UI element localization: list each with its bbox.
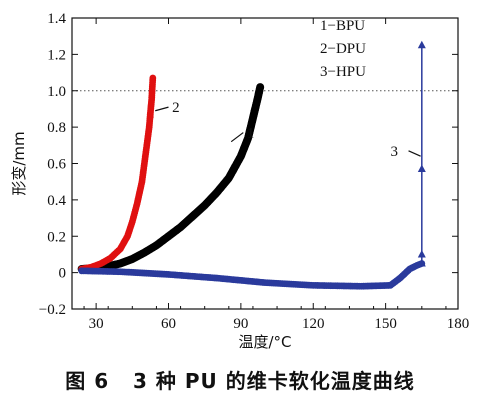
legend-entry: 2−DPU: [320, 41, 366, 57]
series-3−HPU: [78, 40, 426, 290]
plot-frame: [71, 17, 459, 310]
series-layer: [77, 40, 426, 290]
x-tick-label: 150: [374, 316, 397, 332]
data-point: [256, 83, 265, 92]
legend: 1−BPU 2−DPU 3−HPU: [320, 18, 366, 80]
annotation-leader: [155, 106, 169, 112]
y-tick-label: 0.8: [47, 120, 66, 136]
y-tick-label: 0.4: [47, 193, 66, 209]
x-tick-label: 180: [447, 316, 470, 332]
annotation-label: 1: [247, 126, 255, 142]
data-point: [417, 164, 426, 172]
chart: 30 60 90 120 150 180 −0.2 0 0.2 0.4 0.6 0.8 1.0 1.2 1.…: [10, 11, 469, 351]
x-axis-title: 温度/°C: [238, 333, 291, 351]
series-2−DPU: [78, 74, 157, 273]
annotation-leader: [230, 132, 244, 143]
y-tick-label: −0.2: [39, 302, 66, 318]
figure-caption-label: 图 6: [65, 369, 110, 393]
y-axis-title: 形变/mm: [10, 131, 28, 195]
annotation-label: 3: [390, 144, 398, 160]
annotations: 1 2 3: [155, 100, 421, 160]
y-tick-label: 1.4: [47, 11, 66, 27]
annotation-leader: [408, 150, 421, 157]
series-1−BPU: [77, 83, 265, 273]
data-point: [417, 259, 426, 267]
annotation-label: 2: [172, 100, 180, 116]
y-tick-label: 0.2: [47, 229, 66, 245]
data-point: [417, 249, 426, 258]
y-tick-label: 1.2: [47, 47, 66, 63]
x-tick-label: 60: [161, 316, 176, 332]
x-tick-label: 30: [89, 316, 104, 332]
x-tick-label: 90: [233, 316, 248, 332]
axes: 30 60 90 120 150 180 −0.2 0 0.2 0.4 0.6 0.8 1.0 1.2 1.…: [10, 11, 469, 351]
legend-entry: 1−BPU: [320, 18, 365, 34]
figure-caption-text: 3 种 PU 的维卡软化温度曲线: [133, 369, 415, 393]
y-tick-label: 0.6: [47, 157, 66, 173]
data-point: [417, 40, 426, 49]
legend-entry: 3−HPU: [320, 64, 366, 80]
x-tick-label: 120: [302, 316, 325, 332]
y-tick-label: 1.0: [47, 84, 66, 100]
figure-caption: 图 6 3 种 PU 的维卡软化温度曲线: [0, 365, 480, 394]
y-tick-label: 0: [59, 266, 67, 282]
